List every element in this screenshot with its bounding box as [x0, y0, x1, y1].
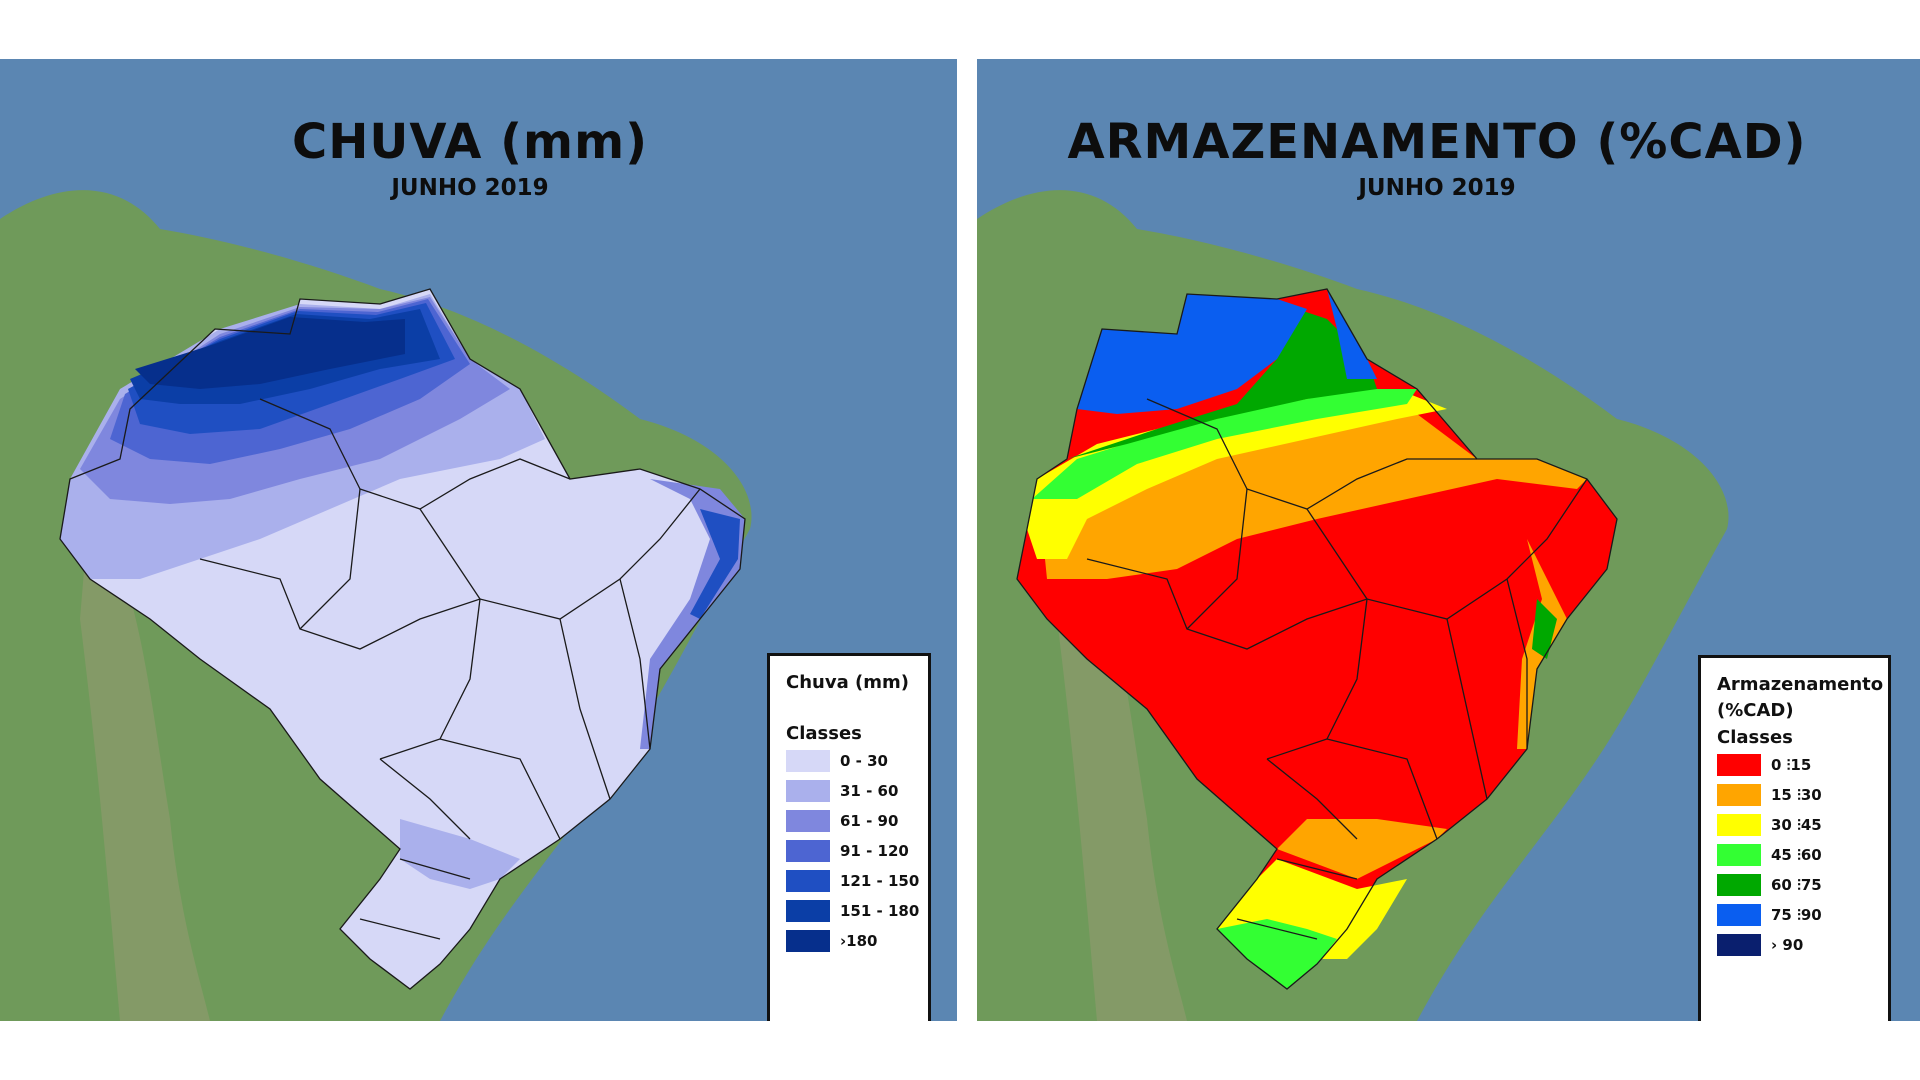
legend-range: 45 ⫶60 — [1771, 846, 1822, 864]
legend-item: › 90 — [1717, 930, 1872, 960]
rainfall-map-panel: CHUVA (mm) JUNHO 2019 Chuva (mm) Classes… — [0, 59, 957, 1021]
legend-range: 91 - 120 — [840, 842, 909, 860]
storage-map-title: ARMAZENAMENTO (%CAD) — [1067, 114, 1807, 170]
legend-range: 0 - 30 — [840, 752, 888, 770]
legend-swatch — [786, 810, 830, 832]
storage-map-subtitle: JUNHO 2019 — [1358, 175, 1516, 201]
state-borders — [59, 288, 746, 990]
legend-swatch — [1717, 874, 1761, 896]
legend-swatch — [1717, 784, 1761, 806]
legend-range: 30 ⫶45 — [1771, 816, 1822, 834]
legend-item: 0 ⫶15 — [1717, 750, 1872, 780]
legend-range: 31 - 60 — [840, 782, 899, 800]
legend-item: ›180 — [786, 926, 912, 956]
legend-range: 60 ⫶75 — [1771, 876, 1822, 894]
rainfall-map — [0, 59, 957, 1021]
storage-map — [977, 59, 1920, 1021]
legend-swatch — [786, 840, 830, 862]
rainfall-map-subtitle: JUNHO 2019 — [391, 175, 549, 201]
legend-item: 15 ⫶30 — [1717, 780, 1872, 810]
legend-range: 0 ⫶15 — [1771, 756, 1812, 774]
state-borders — [1016, 288, 1618, 990]
legend-range: › 90 — [1771, 936, 1804, 954]
legend-item: 61 - 90 — [786, 806, 912, 836]
legend-title: Chuva (mm) — [786, 672, 909, 693]
legend-range: 15 ⫶30 — [1771, 786, 1822, 804]
legend-item: 121 - 150 — [786, 866, 919, 896]
legend-swatch — [1717, 934, 1761, 956]
legend-swatch — [786, 750, 830, 772]
legend-item: 45 ⫶60 — [1717, 840, 1872, 870]
storage-map-panel: ARMAZENAMENTO (%CAD) JUNHO 2019 Armazena… — [977, 59, 1920, 1021]
legend-range: 75 ⫶90 — [1771, 906, 1822, 924]
legend-item: 60 ⫶75 — [1717, 870, 1872, 900]
legend-item: 91 - 120 — [786, 836, 912, 866]
rainfall-legend: Chuva (mm) Classes 0 - 30 31 - 60 61 - 9… — [767, 653, 931, 1021]
legend-swatch — [786, 900, 830, 922]
legend-item: 30 ⫶45 — [1717, 810, 1872, 840]
legend-classes-label: Classes — [1717, 727, 1793, 748]
legend-title: Armazenamento (%CAD) — [1717, 674, 1884, 721]
legend-item: 31 - 60 — [786, 776, 912, 806]
legend-item: 0 - 30 — [786, 746, 912, 776]
storage-legend: Armazenamento (%CAD) Classes 0 ⫶15 15 ⫶3… — [1698, 655, 1891, 1021]
legend-classes-label: Classes — [786, 723, 862, 744]
legend-item: 75 ⫶90 — [1717, 900, 1872, 930]
rainfall-map-title: CHUVA (mm) — [291, 114, 649, 170]
legend-swatch — [786, 780, 830, 802]
legend-range: 61 - 90 — [840, 812, 899, 830]
legend-swatch — [786, 930, 830, 952]
legend-swatch — [1717, 904, 1761, 926]
legend-swatch — [1717, 754, 1761, 776]
legend-range: 151 - 180 — [840, 902, 920, 920]
legend-swatch — [1717, 844, 1761, 866]
legend-range: ›180 — [840, 932, 878, 950]
legend-range: 121 - 150 — [840, 872, 920, 890]
legend-swatch — [786, 870, 830, 892]
legend-item: 151 - 180 — [786, 896, 919, 926]
legend-swatch — [1717, 814, 1761, 836]
